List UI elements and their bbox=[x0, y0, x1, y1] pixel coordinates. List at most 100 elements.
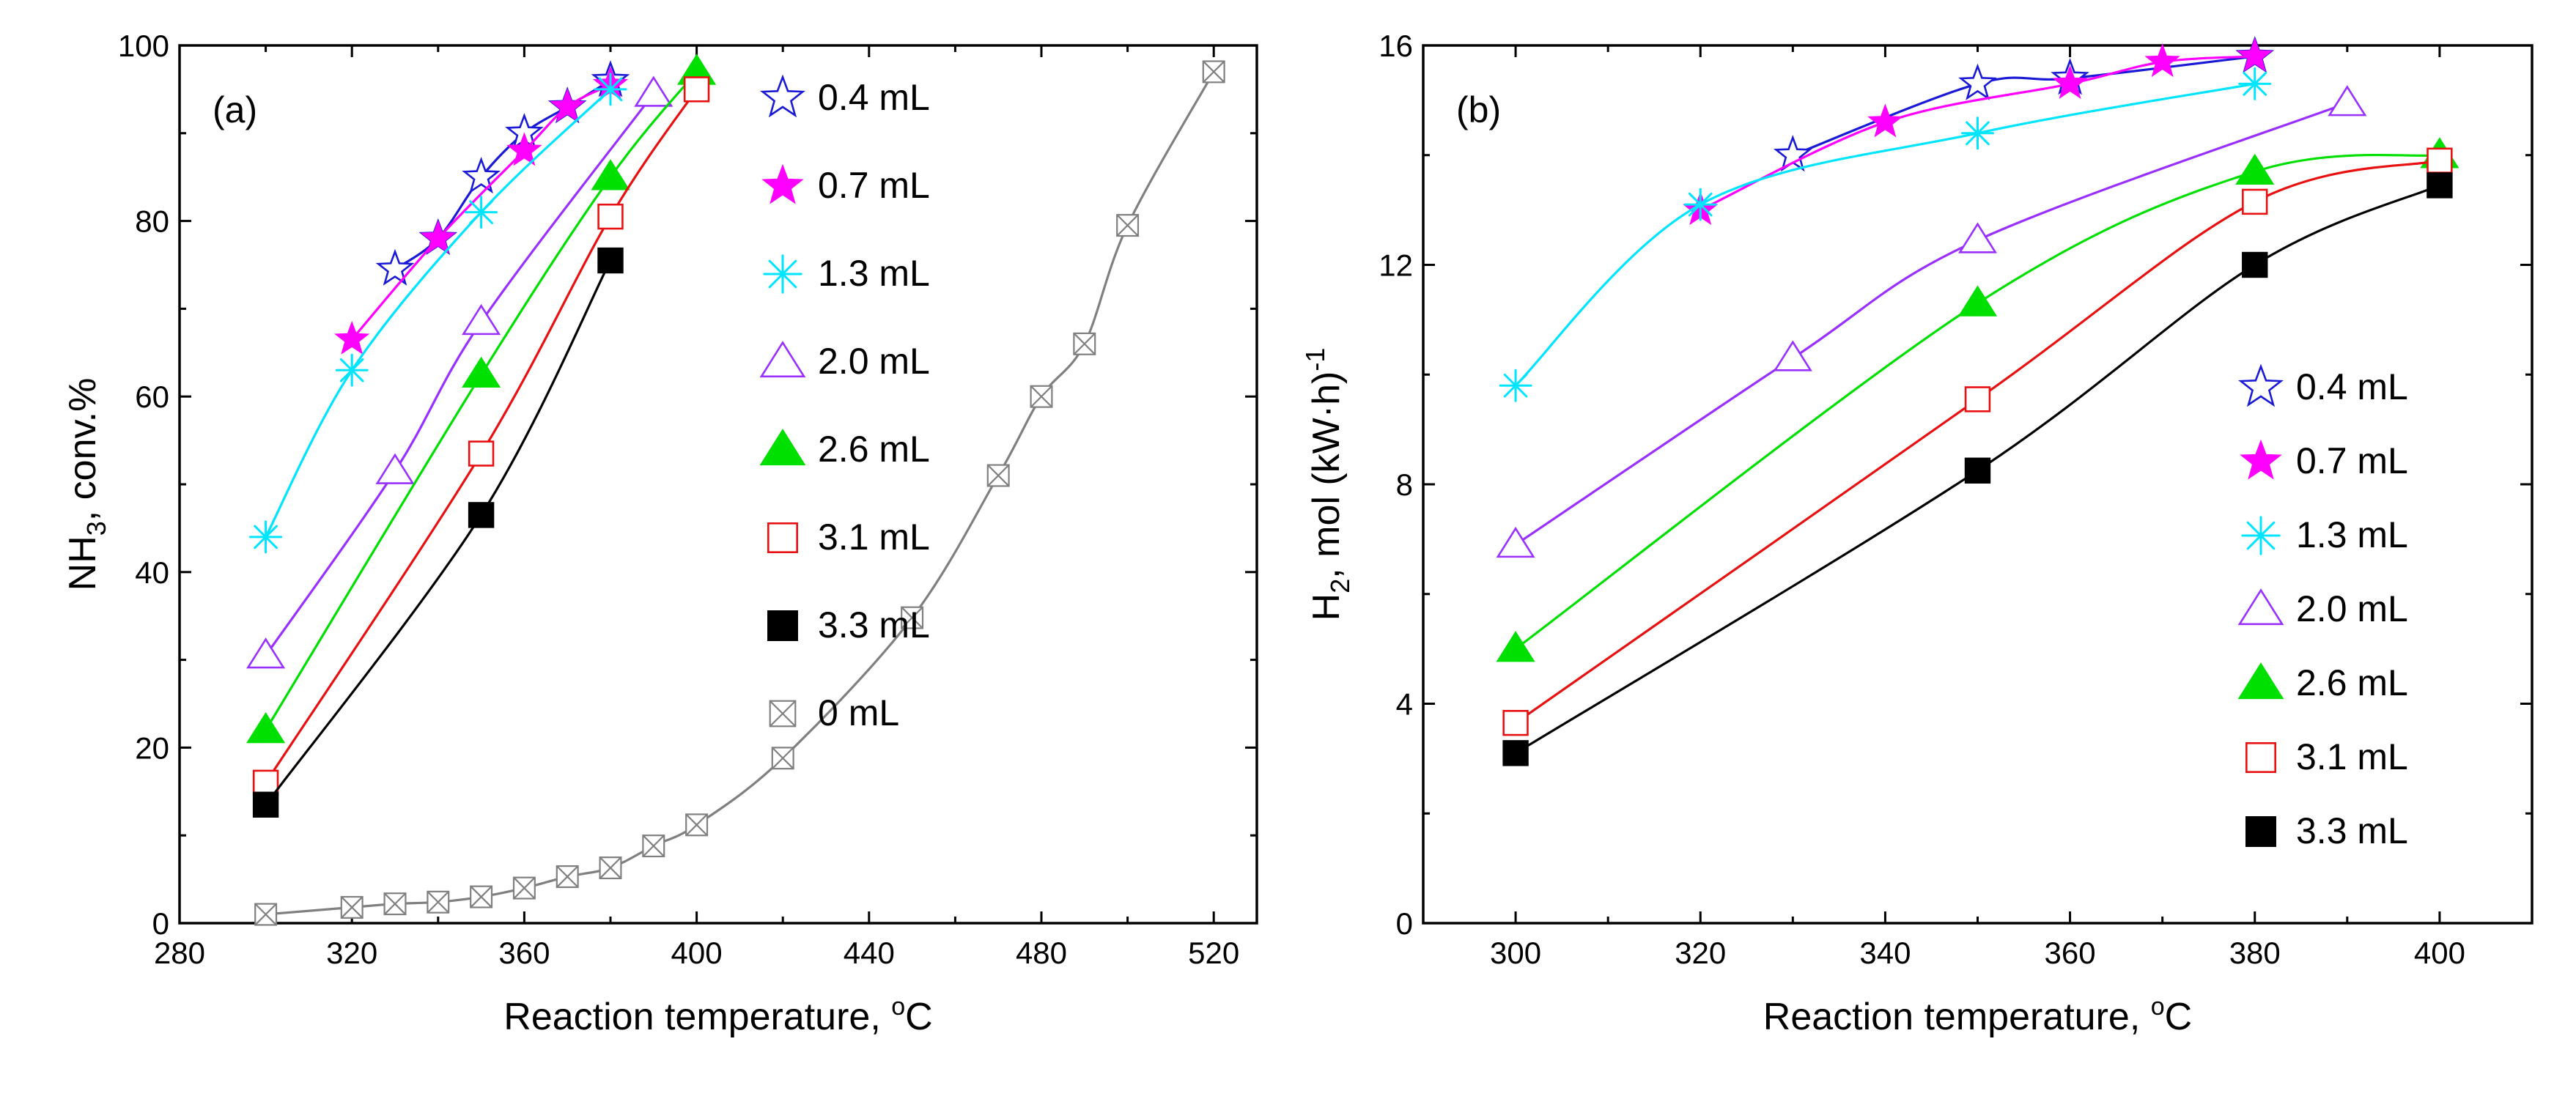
data-point-diag bbox=[513, 876, 536, 900]
data-point bbox=[685, 813, 709, 837]
data-point bbox=[2237, 37, 2273, 72]
data-point bbox=[468, 502, 495, 528]
legend-marker-stroke bbox=[2246, 521, 2276, 550]
data-point bbox=[2426, 172, 2453, 199]
legend-label: 3.1 mL bbox=[2296, 736, 2408, 777]
data-point bbox=[420, 220, 456, 254]
data-point bbox=[1957, 285, 1998, 317]
x-tick-label: 280 bbox=[154, 936, 205, 970]
data-point-diag bbox=[470, 885, 492, 909]
data-point bbox=[2238, 67, 2272, 100]
data-point bbox=[427, 890, 450, 914]
series-a-4 bbox=[246, 75, 673, 669]
data-point bbox=[246, 711, 286, 744]
data-point-diag bbox=[1030, 385, 1053, 408]
data-point bbox=[2052, 64, 2088, 99]
data-point bbox=[375, 453, 415, 484]
series-line bbox=[265, 92, 655, 656]
x-tick-label: 340 bbox=[1859, 936, 1911, 970]
x-tick-label-part: 440 bbox=[844, 936, 895, 970]
x-tick-label-part: 520 bbox=[1188, 936, 1239, 970]
data-point-diag bbox=[383, 892, 407, 915]
data-point bbox=[249, 520, 283, 554]
series-line bbox=[394, 79, 611, 270]
data-point bbox=[597, 247, 624, 274]
data-point bbox=[1030, 385, 1053, 408]
x-tick-label-part: 400 bbox=[671, 936, 723, 970]
series-line bbox=[1700, 55, 2255, 212]
legend-marker-diag bbox=[769, 700, 797, 728]
data-point bbox=[512, 876, 536, 900]
data-point bbox=[1961, 116, 1994, 150]
x-tick-label-part: 340 bbox=[1859, 936, 1911, 970]
data-point bbox=[1773, 340, 1812, 371]
data-point-stroke bbox=[469, 200, 493, 224]
x-tick-label: 360 bbox=[498, 936, 550, 970]
data-point bbox=[771, 747, 794, 770]
x-tick-label-part: 280 bbox=[154, 936, 205, 970]
data-point bbox=[594, 73, 627, 106]
data-point bbox=[1496, 526, 1535, 558]
data-point bbox=[1773, 135, 1812, 172]
legend-label: 0.4 mL bbox=[2296, 366, 2408, 407]
legend-label-part: 1.3 mL bbox=[818, 253, 930, 294]
legend-label-part: 0.4 mL bbox=[2296, 366, 2408, 407]
legend-b: 0.4 mL 0.7 mL 1.3 mL 2.0 mL 2.6 mL 3.1 mL 3.3 … bbox=[2237, 363, 2408, 851]
y-tick-label: 16 bbox=[1379, 29, 1413, 63]
legend-marker bbox=[767, 610, 798, 641]
legend-label: 1.3 mL bbox=[2296, 514, 2408, 555]
legend-marker bbox=[2245, 816, 2276, 847]
y-tick-label-part: 4 bbox=[1396, 687, 1413, 722]
y-tick-label: 0 bbox=[152, 906, 169, 941]
legend-marker bbox=[767, 522, 798, 553]
data-point bbox=[634, 75, 673, 107]
y-axis-label-part: 3 bbox=[81, 521, 111, 536]
legend-marker bbox=[2238, 363, 2284, 407]
y-tick-label-part: 0 bbox=[1396, 906, 1413, 941]
series-a-3 bbox=[249, 73, 627, 554]
x-tick-label-part: 360 bbox=[2045, 936, 2096, 970]
data-point bbox=[901, 606, 924, 629]
x-tick-label-part: 380 bbox=[2229, 936, 2281, 970]
data-point bbox=[375, 248, 415, 286]
legend-marker-stroke bbox=[768, 259, 797, 289]
series-line bbox=[1792, 55, 2255, 157]
legend-label-part: 1.3 mL bbox=[2296, 514, 2408, 555]
panel-label-b-part: (b) bbox=[1456, 89, 1501, 130]
y-axis-label-part: -1 bbox=[1300, 348, 1330, 371]
data-point-diag bbox=[341, 896, 363, 919]
y-tick-label: 4 bbox=[1396, 687, 1413, 722]
data-point bbox=[599, 856, 622, 880]
chart-panel-a: 280 320 360 400 440 480 520 0 20 40 60 80 100 Reactio… bbox=[62, 29, 1258, 1038]
x-tick-label: 480 bbox=[1016, 936, 1067, 970]
legend-label-part: 2.6 mL bbox=[818, 429, 930, 470]
data-point-diag bbox=[901, 606, 923, 629]
legend-marker bbox=[760, 74, 805, 118]
series-line bbox=[265, 70, 698, 731]
data-point bbox=[1964, 386, 1991, 412]
y-tick-label-part: 8 bbox=[1396, 467, 1413, 502]
legend-marker bbox=[2245, 742, 2276, 773]
y-tick-label: 20 bbox=[135, 730, 169, 765]
legend-label-part: 3.3 mL bbox=[2296, 810, 2408, 851]
legend-marker bbox=[2241, 516, 2281, 555]
x-tick-label-part: 300 bbox=[1490, 936, 1541, 970]
data-point-stroke bbox=[339, 358, 364, 382]
series-b-6 bbox=[1502, 147, 2453, 736]
legend-label: 0 mL bbox=[818, 692, 899, 733]
x-tick-label: 320 bbox=[1675, 936, 1726, 970]
chart-panel-b: 300 320 340 360 380 400 0 4 8 12 16 Reaction temper… bbox=[1300, 29, 2533, 1038]
legend-label-part: 3.1 mL bbox=[818, 517, 930, 558]
data-point bbox=[462, 303, 501, 336]
y-axis-label-part: NH bbox=[62, 536, 104, 591]
series-b-4 bbox=[1496, 85, 2367, 558]
data-point bbox=[252, 769, 279, 796]
plot-frame-a bbox=[178, 44, 1258, 925]
data-point bbox=[1957, 222, 1998, 254]
data-point-stroke bbox=[1503, 373, 1528, 398]
x-tick-label: 520 bbox=[1188, 936, 1239, 970]
legend-label: 2.0 mL bbox=[2296, 588, 2408, 629]
series-line bbox=[1514, 82, 2256, 387]
y-tick-label: 12 bbox=[1379, 248, 1413, 283]
